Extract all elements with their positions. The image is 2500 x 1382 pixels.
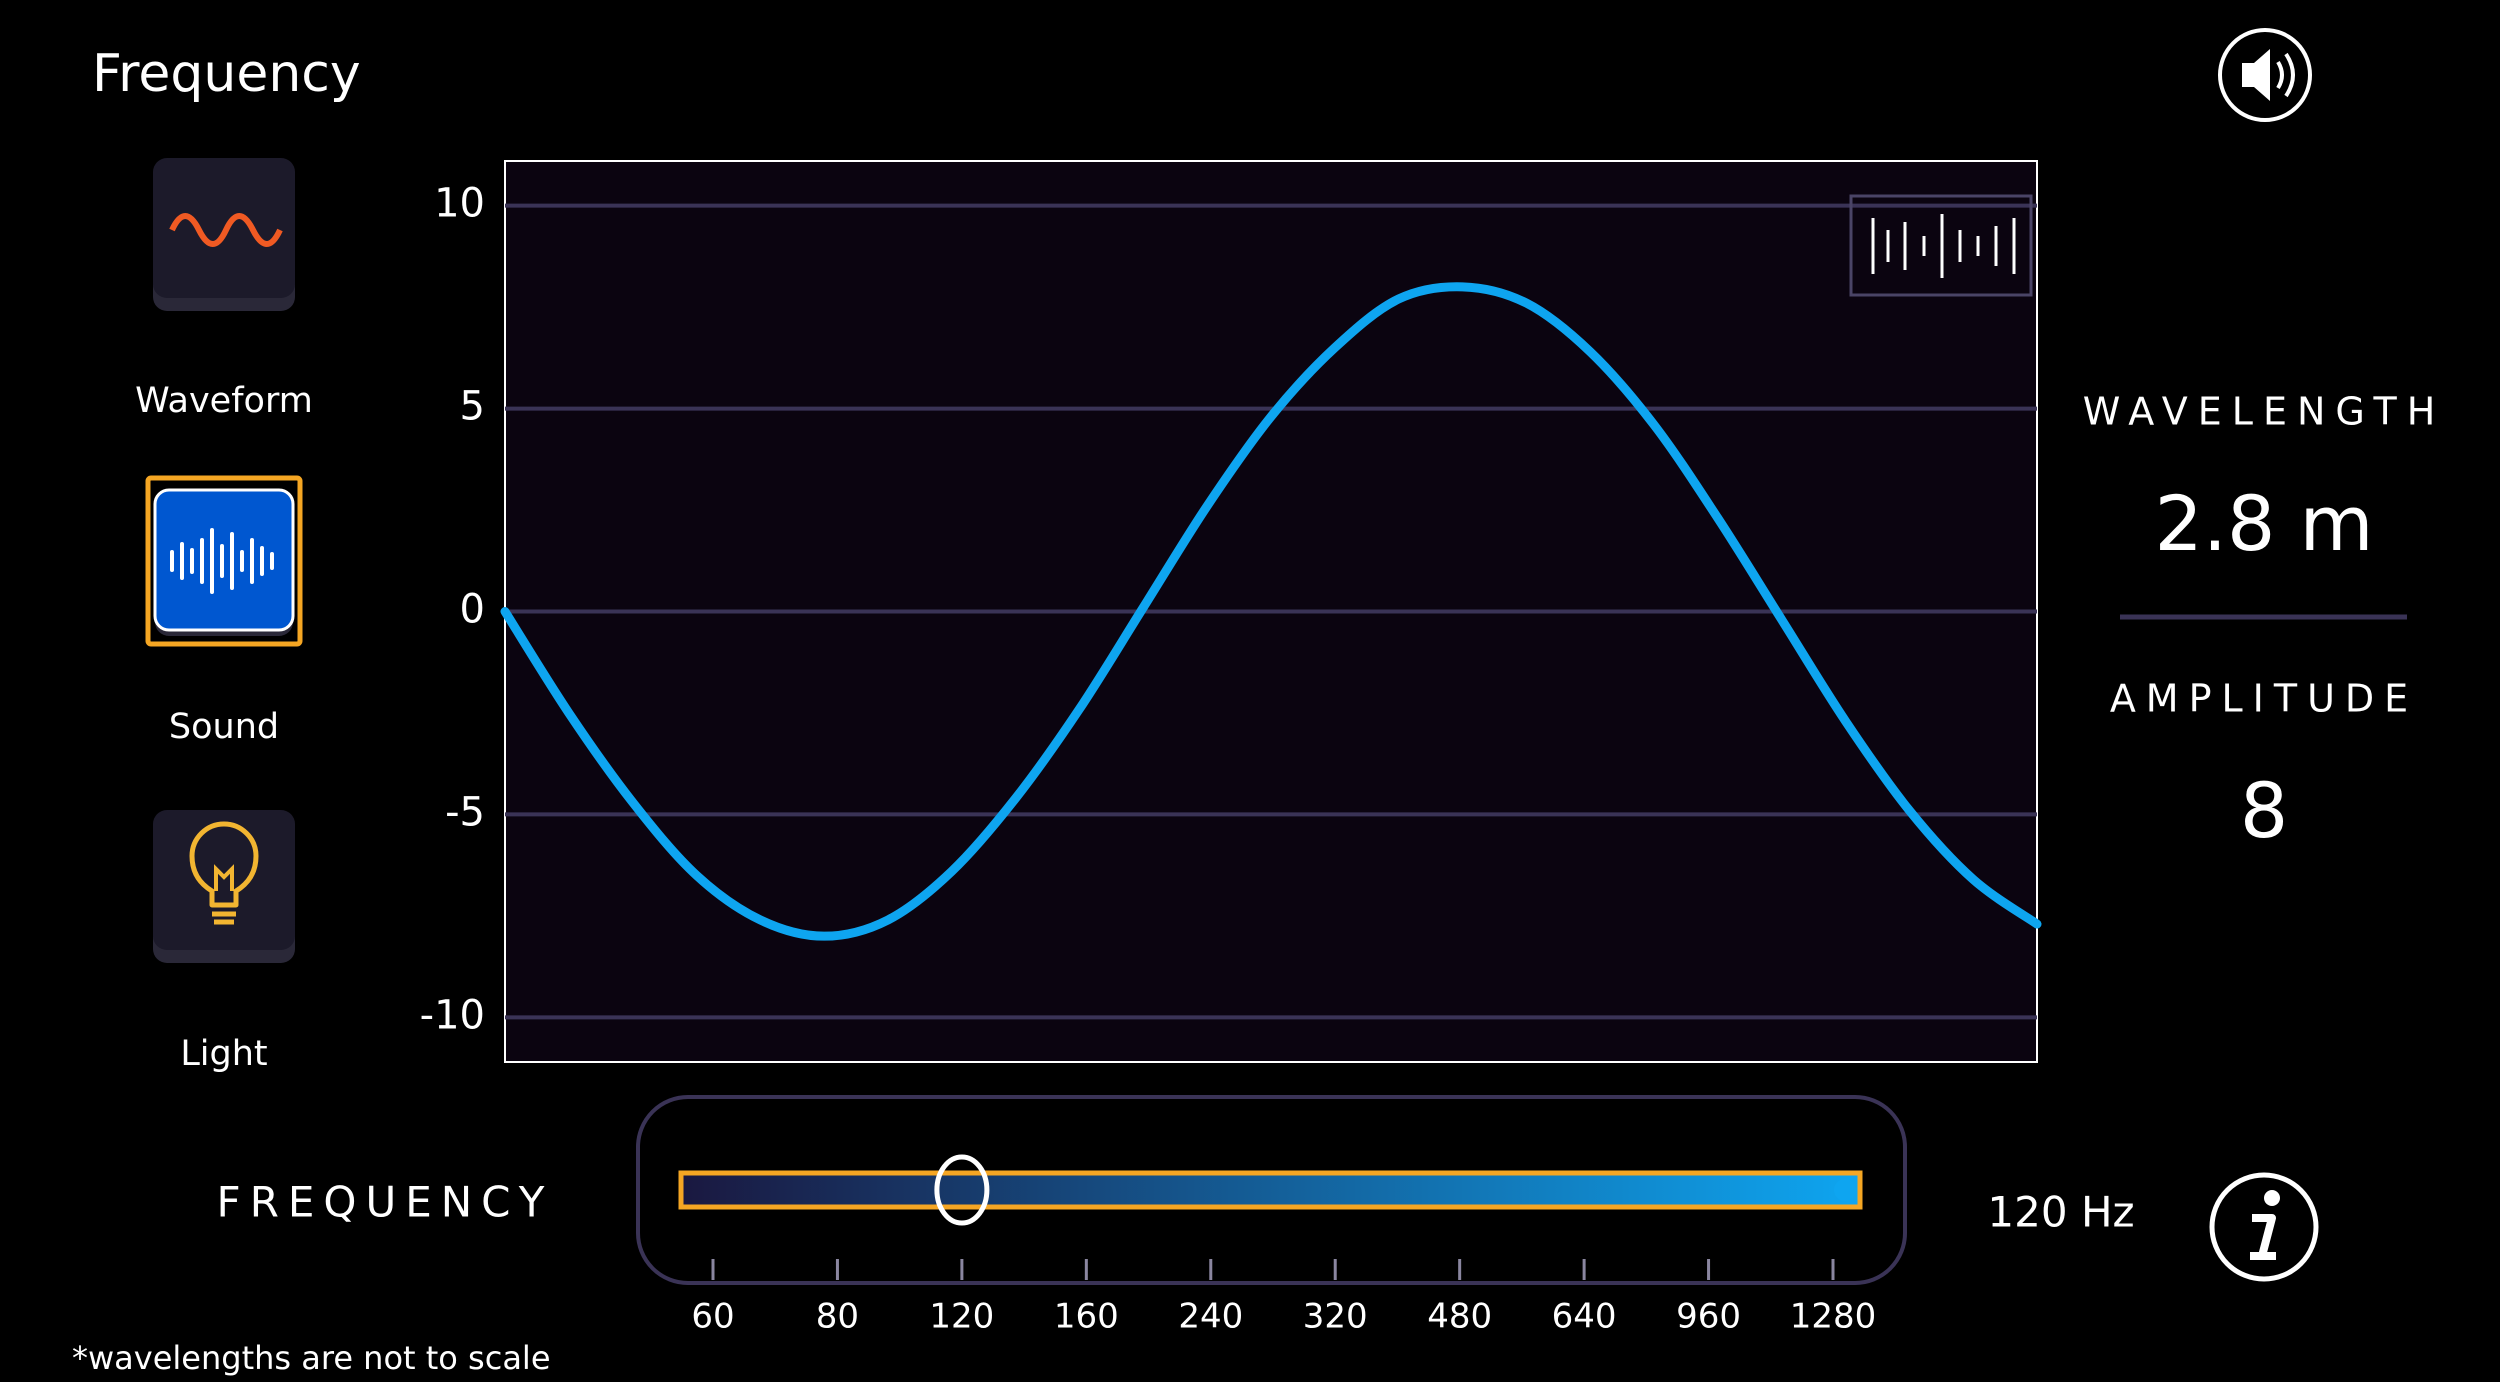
amplitude-label: AMPLITUDE <box>2110 677 2418 721</box>
page-title: Frequency <box>92 44 361 104</box>
y-tick-label: 10 <box>434 181 485 227</box>
slider-scale: 60 80 120 160 240 320 480 640 960 1280 <box>691 1259 1876 1337</box>
button-label: Waveform <box>135 381 313 421</box>
button-label: Light <box>180 1034 267 1074</box>
y-tick-label: -5 <box>445 789 485 835</box>
slider-tick-label: 960 <box>1676 1297 1741 1337</box>
slider-tick-label: 80 <box>816 1297 859 1337</box>
y-tick-label: 5 <box>460 384 485 430</box>
track-end <box>1834 1179 1856 1201</box>
sound-toggle[interactable] <box>2218 28 2312 122</box>
wave-layer <box>500 282 2042 941</box>
slider-thumb[interactable] <box>934 1154 990 1226</box>
footnote: *wavelengths are not to scale <box>72 1339 551 1377</box>
wave-line <box>500 282 2042 941</box>
sound-button[interactable] <box>145 475 303 647</box>
light-button[interactable] <box>144 802 304 972</box>
wavelength-value: 2.8 m <box>2154 479 2373 568</box>
slider-tick-label: 120 <box>929 1297 994 1337</box>
waveform-button[interactable] <box>144 150 304 320</box>
info-button[interactable] <box>2209 1172 2319 1282</box>
slider-tick-label: 240 <box>1178 1297 1243 1337</box>
frequency-readout: 120 Hz <box>1987 1188 2134 1237</box>
wavelength-label: WAVELENGTH <box>2083 390 2446 434</box>
amplitude-value: 8 <box>2240 766 2288 855</box>
slider-tick-label: 1280 <box>1790 1297 1877 1337</box>
y-tick-label: -10 <box>420 992 485 1038</box>
slider-label: FREQUENCY <box>217 1178 554 1227</box>
slider-tick-label: 60 <box>691 1297 734 1337</box>
slider-tick-label: 160 <box>1054 1297 1119 1337</box>
slider-track[interactable] <box>678 1170 1863 1210</box>
slider-tick-label: 320 <box>1303 1297 1368 1337</box>
slider-tick-label: 640 <box>1552 1297 1617 1337</box>
y-tick-label: 0 <box>460 587 485 633</box>
grid: 10 5 0 -5 -10 <box>420 181 2037 1038</box>
sound-wave-icon <box>1849 194 2033 297</box>
button-label: Sound <box>169 707 279 747</box>
slider-tick-label: 480 <box>1427 1297 1492 1337</box>
